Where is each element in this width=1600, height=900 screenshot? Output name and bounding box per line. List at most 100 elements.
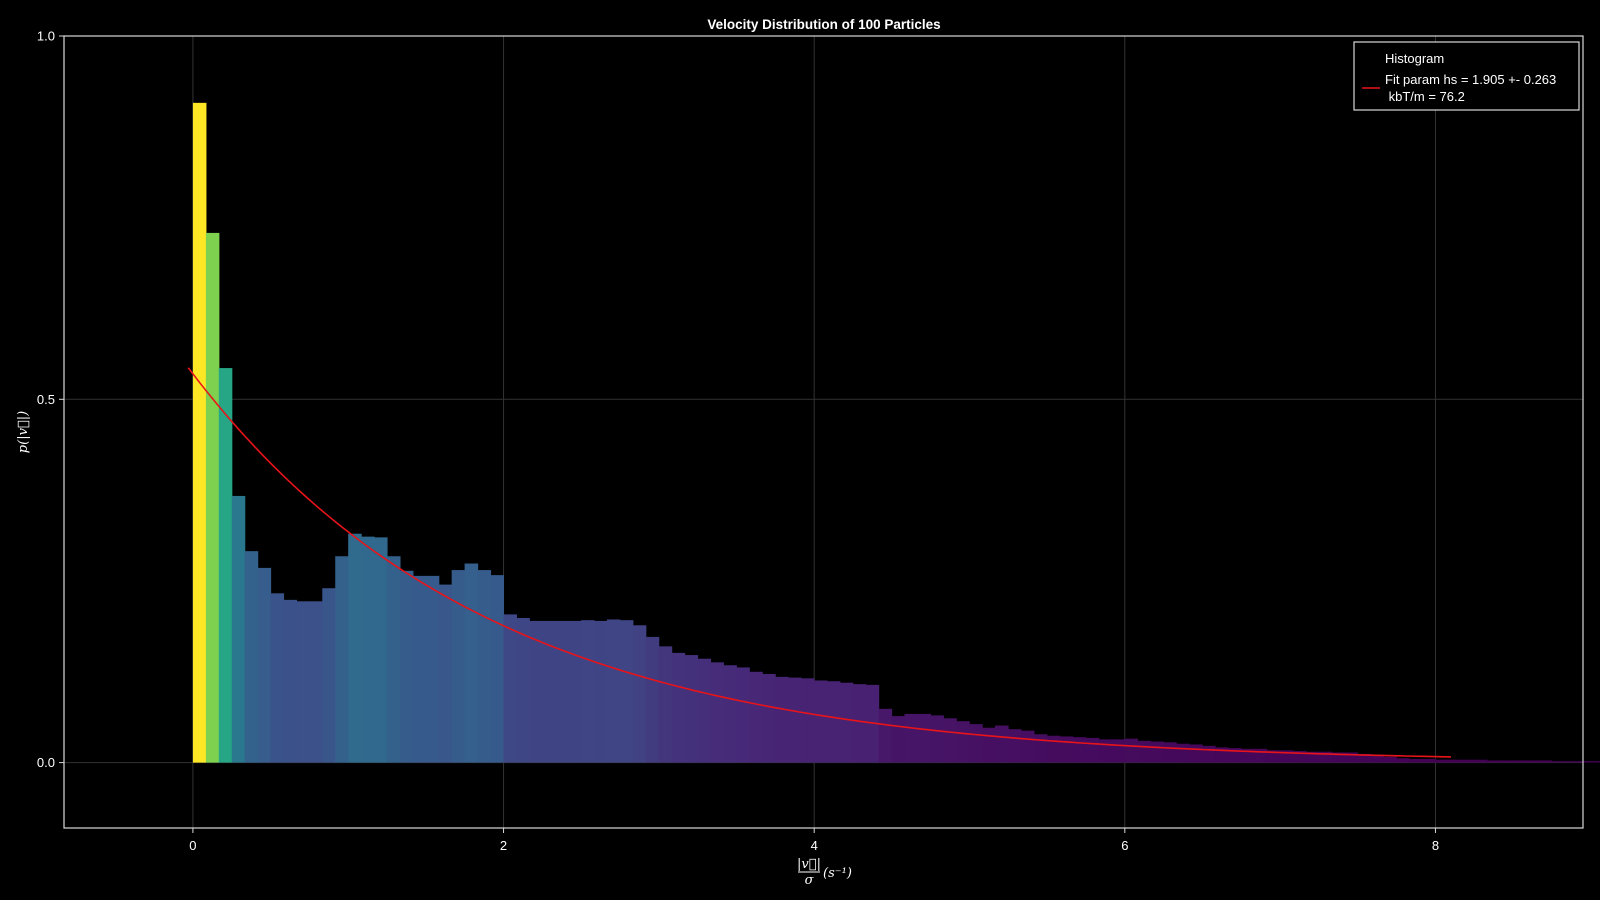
y-tick-label: 0.0 bbox=[37, 755, 55, 770]
histogram-bar bbox=[1564, 761, 1578, 763]
histogram-bar bbox=[1318, 751, 1333, 763]
histogram-bar bbox=[1460, 759, 1475, 763]
histogram-bar bbox=[878, 708, 893, 763]
histogram-bar bbox=[697, 658, 712, 763]
histogram-bar bbox=[1046, 735, 1061, 763]
histogram-bar bbox=[1202, 745, 1216, 763]
histogram-bar bbox=[451, 570, 466, 763]
histogram-bar bbox=[1551, 761, 1565, 763]
histogram-bar bbox=[1098, 739, 1113, 763]
histogram-bar bbox=[917, 713, 931, 763]
histogram-bar bbox=[800, 678, 815, 763]
histogram-bar bbox=[671, 652, 686, 763]
histogram-bar bbox=[1137, 740, 1151, 763]
histogram-bar bbox=[1085, 737, 1100, 763]
histogram-bar bbox=[645, 636, 660, 763]
histogram-bar bbox=[1357, 753, 1371, 763]
legend-box bbox=[1353, 41, 1580, 111]
histogram-bar bbox=[1266, 750, 1281, 763]
histogram-bar bbox=[1538, 760, 1552, 763]
histogram-bar bbox=[619, 620, 634, 763]
x-tick-label: 8 bbox=[1432, 838, 1439, 853]
histogram-bar bbox=[257, 567, 272, 763]
histogram-bar bbox=[995, 725, 1009, 763]
x-axis-label-unit: (s⁻¹) bbox=[823, 866, 852, 881]
x-axis-label-numerator: |v⃗| bbox=[797, 857, 821, 872]
histogram-bar bbox=[335, 556, 349, 763]
histogram-bar bbox=[555, 620, 569, 763]
histogram-bar bbox=[1486, 760, 1501, 763]
histogram-bar bbox=[1370, 754, 1384, 763]
histogram-bars bbox=[192, 102, 1600, 763]
histogram-bar bbox=[309, 601, 323, 763]
histogram-bar bbox=[464, 563, 479, 763]
histogram-bar bbox=[1447, 759, 1462, 763]
histogram-bar bbox=[516, 618, 530, 763]
histogram-bar bbox=[399, 570, 414, 763]
histogram-bar bbox=[348, 533, 362, 763]
histogram-bar bbox=[1253, 748, 1268, 763]
histogram-bar bbox=[1383, 756, 1397, 763]
histogram-bar bbox=[1331, 752, 1345, 763]
histogram-bar bbox=[969, 724, 983, 763]
histogram-bar bbox=[296, 601, 310, 763]
fit-curve bbox=[187, 367, 1451, 758]
histogram-bar bbox=[1033, 734, 1048, 763]
histogram-bar bbox=[593, 620, 608, 763]
histogram-bar bbox=[218, 368, 233, 763]
histogram-bar bbox=[736, 667, 750, 763]
legend: Histogram Fit param hs = 1.905 +- 0.263 … bbox=[1353, 41, 1580, 111]
histogram-bar bbox=[852, 684, 867, 763]
histogram-bar bbox=[606, 619, 621, 763]
histogram-bar bbox=[438, 584, 453, 763]
histogram-bar bbox=[1499, 760, 1514, 763]
histogram-bar bbox=[813, 680, 828, 763]
histogram-bar bbox=[231, 495, 246, 763]
histogram-bar bbox=[956, 721, 970, 763]
histogram-bar bbox=[542, 620, 556, 763]
histogram-bar bbox=[1059, 736, 1074, 763]
histogram-bar bbox=[477, 570, 492, 763]
histogram-bar bbox=[1020, 730, 1035, 763]
histogram-bar bbox=[1292, 750, 1307, 763]
histogram-bar bbox=[930, 715, 944, 763]
histogram-bar bbox=[1434, 759, 1449, 763]
fit-curve-layer bbox=[187, 367, 1451, 758]
histogram-bar bbox=[1344, 752, 1358, 763]
histogram-bar bbox=[425, 575, 440, 763]
histogram-bar bbox=[490, 575, 505, 763]
svg-text:p(|v⃗|): p(|v⃗|) bbox=[16, 411, 31, 453]
histogram-bar bbox=[749, 671, 763, 763]
histogram-bar bbox=[581, 620, 595, 763]
histogram-bar bbox=[374, 537, 388, 763]
histogram-bar bbox=[826, 681, 841, 763]
histogram-bar bbox=[1409, 758, 1423, 763]
chart-title: Velocity Distribution of 100 Particles bbox=[707, 17, 940, 32]
x-tick-label: 0 bbox=[189, 838, 196, 853]
histogram-bar bbox=[1150, 741, 1164, 763]
histogram-bar bbox=[788, 677, 802, 763]
histogram-bar bbox=[503, 614, 517, 763]
histogram-bar bbox=[361, 536, 375, 763]
histogram-bar bbox=[839, 682, 854, 763]
histogram-bar bbox=[412, 575, 427, 763]
histogram-bar bbox=[529, 620, 543, 763]
x-tick-label: 2 bbox=[500, 838, 507, 853]
histogram-bar bbox=[710, 662, 724, 763]
histogram-bar bbox=[244, 551, 259, 763]
histogram-bar bbox=[658, 646, 673, 763]
histogram-bar bbox=[1422, 758, 1436, 763]
histogram-bar bbox=[1124, 738, 1138, 763]
plot-frame bbox=[63, 35, 1584, 829]
histogram-bar bbox=[1473, 759, 1488, 763]
histogram-bar bbox=[943, 718, 957, 763]
histogram-bar bbox=[1305, 751, 1320, 763]
histogram-bar bbox=[1008, 729, 1022, 763]
y-axis-label: p(|v⃗|) bbox=[16, 411, 31, 453]
histogram-bar bbox=[1111, 739, 1126, 763]
histogram-bar bbox=[192, 102, 207, 763]
histogram-bar bbox=[1512, 760, 1527, 763]
histogram-bar bbox=[283, 599, 298, 763]
